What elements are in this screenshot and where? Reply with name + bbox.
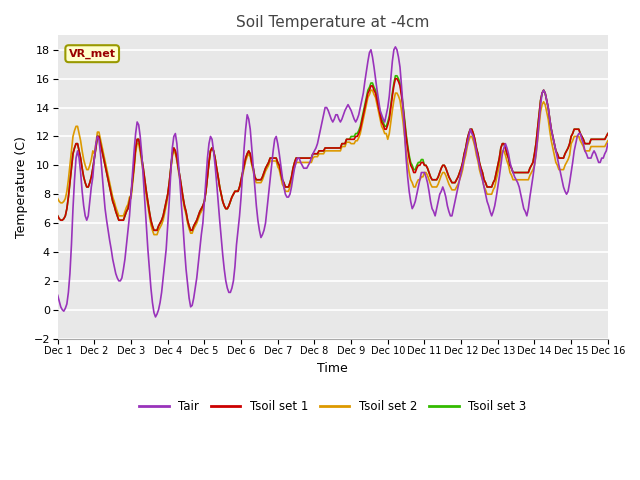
Title: Soil Temperature at -4cm: Soil Temperature at -4cm (236, 15, 429, 30)
Legend: Tair, Tsoil set 1, Tsoil set 2, Tsoil set 3: Tair, Tsoil set 1, Tsoil set 2, Tsoil se… (134, 395, 531, 418)
X-axis label: Time: Time (317, 362, 348, 375)
Text: VR_met: VR_met (68, 48, 116, 59)
Y-axis label: Temperature (C): Temperature (C) (15, 136, 28, 238)
